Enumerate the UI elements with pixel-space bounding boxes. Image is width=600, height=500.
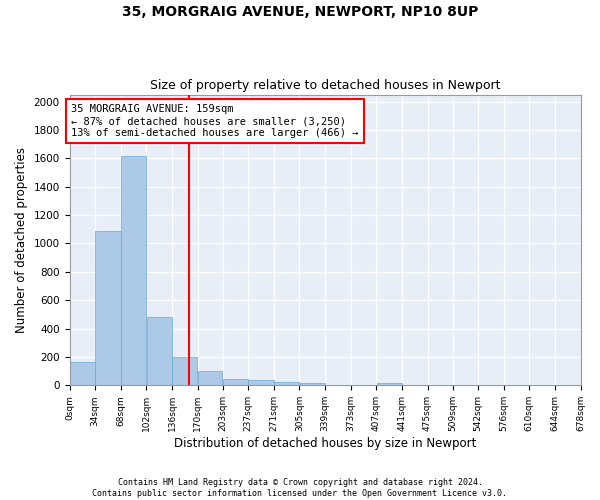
Bar xyxy=(95,230,121,386)
X-axis label: Distribution of detached houses by size in Newport: Distribution of detached houses by size … xyxy=(174,437,476,450)
Title: Size of property relative to detached houses in Newport: Size of property relative to detached ho… xyxy=(150,79,500,92)
Bar xyxy=(299,383,325,386)
Bar xyxy=(121,156,146,386)
Bar xyxy=(274,382,299,386)
Bar xyxy=(172,357,197,386)
Bar xyxy=(223,379,248,386)
Text: Contains HM Land Registry data © Crown copyright and database right 2024.
Contai: Contains HM Land Registry data © Crown c… xyxy=(92,478,508,498)
Text: 35, MORGRAIG AVENUE, NEWPORT, NP10 8UP: 35, MORGRAIG AVENUE, NEWPORT, NP10 8UP xyxy=(122,5,478,19)
Text: 35 MORGRAIG AVENUE: 159sqm
← 87% of detached houses are smaller (3,250)
13% of s: 35 MORGRAIG AVENUE: 159sqm ← 87% of deta… xyxy=(71,104,359,138)
Y-axis label: Number of detached properties: Number of detached properties xyxy=(15,147,28,333)
Bar xyxy=(377,382,401,386)
Bar xyxy=(146,318,172,386)
Bar xyxy=(248,380,274,386)
Bar xyxy=(198,371,222,386)
Bar xyxy=(70,362,95,386)
